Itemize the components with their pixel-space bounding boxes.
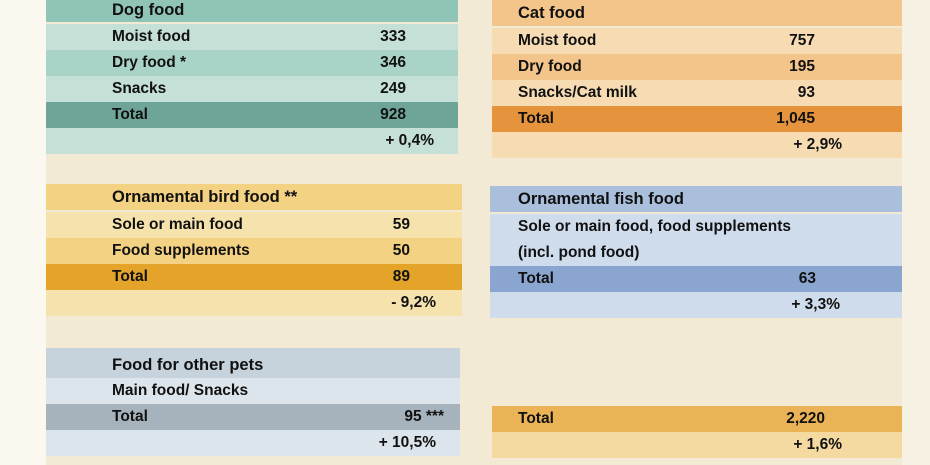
row-value: 346 xyxy=(380,54,406,71)
row-label: Main food/ Snacks xyxy=(112,382,249,399)
row-value: 249 xyxy=(380,80,406,97)
row-value: 757 xyxy=(789,32,815,49)
total-label: Total xyxy=(112,268,148,285)
row-label: Dry food * xyxy=(112,54,187,71)
bird-food-title: Ornamental bird food ** xyxy=(112,188,298,206)
row-label: Moist food xyxy=(518,32,597,49)
cat-food-title: Cat food xyxy=(518,4,585,22)
other-pets-title: Food for other pets xyxy=(112,356,264,374)
table-row: Snacks 249 xyxy=(46,76,458,102)
row-label: Dry food xyxy=(518,58,582,75)
total-row: Total 63 xyxy=(490,266,902,292)
row-label: Moist food xyxy=(112,28,191,45)
total-label: Total xyxy=(112,106,148,123)
total-value: 2,220 xyxy=(786,410,825,427)
change-value: + 2,9% xyxy=(793,136,842,153)
table-row: Dry food * 346 xyxy=(46,50,458,76)
change-value: + 1,6% xyxy=(793,436,842,453)
change-row: - 9,2% xyxy=(46,290,462,316)
total-row: Total 89 xyxy=(46,264,462,290)
grand-total-block: Total 2,220 + 1,6% xyxy=(492,406,902,458)
total-label: Total xyxy=(518,410,554,427)
bird-food-block: Ornamental bird food ** Sole or main foo… xyxy=(46,184,462,316)
change-row: + 10,5% xyxy=(46,430,460,456)
total-value: 89 xyxy=(392,268,410,285)
table-row: Main food/ Snacks xyxy=(46,378,460,404)
table-row: Moist food 757 xyxy=(492,28,902,54)
row-value: 195 xyxy=(789,58,815,75)
page-right-margin xyxy=(902,0,930,465)
row-label: Snacks/Cat milk xyxy=(518,84,637,101)
change-row: + 1,6% xyxy=(492,432,902,458)
total-row: Total 928 xyxy=(46,102,458,128)
total-row: Total 1,045 xyxy=(492,106,902,132)
row-label: Food supplements xyxy=(112,242,250,259)
change-value: + 0,4% xyxy=(385,132,434,149)
change-value: - 9,2% xyxy=(391,294,436,311)
row-value: 59 xyxy=(392,216,410,233)
table-row: Moist food 333 xyxy=(46,24,458,50)
cat-food-block: Cat food Moist food 757 Dry food 195 Sna… xyxy=(492,0,902,158)
row-value: 333 xyxy=(380,28,406,45)
row-label: (incl. pond food) xyxy=(518,244,640,261)
total-row: Total 95 *** xyxy=(46,404,460,430)
change-row: + 2,9% xyxy=(492,132,902,158)
table-row: Food supplements 50 xyxy=(46,238,462,264)
total-value: 928 xyxy=(380,106,406,123)
dog-food-block: Dog food Moist food 333 Dry food * 346 S… xyxy=(46,0,458,154)
total-label: Total xyxy=(518,110,554,127)
change-value: + 10,5% xyxy=(378,434,436,451)
grand-total-row: Total 2,220 xyxy=(492,406,902,432)
other-pets-block: Food for other pets Main food/ Snacks To… xyxy=(46,348,460,456)
cat-food-header: Cat food xyxy=(492,0,902,26)
table-row: Sole or main food 59 xyxy=(46,212,462,238)
row-label: Sole or main food, food supplements xyxy=(518,218,791,235)
fish-food-header: Ornamental fish food xyxy=(490,186,902,212)
total-value: 95 *** xyxy=(404,408,444,425)
other-pets-header: Food for other pets xyxy=(46,348,460,378)
total-label: Total xyxy=(518,270,554,287)
dog-food-header: Dog food xyxy=(46,0,458,22)
total-label: Total xyxy=(112,408,148,425)
total-value: 63 xyxy=(798,270,816,287)
page-left-margin xyxy=(0,0,46,465)
change-row: + 0,4% xyxy=(46,128,458,154)
row-label: Sole or main food xyxy=(112,216,243,233)
row-label: Snacks xyxy=(112,80,167,97)
row-value: 50 xyxy=(392,242,410,259)
change-row: + 3,3% xyxy=(490,292,902,318)
total-value: 1,045 xyxy=(776,110,815,127)
dog-food-title: Dog food xyxy=(112,1,185,19)
table-row: Dry food 195 xyxy=(492,54,902,80)
bird-food-header: Ornamental bird food ** xyxy=(46,184,462,210)
row-value: 93 xyxy=(797,84,815,101)
fish-food-block: Ornamental fish food Sole or main food, … xyxy=(490,186,902,318)
table-row: Sole or main food, food supplements xyxy=(490,214,902,240)
table-row: Snacks/Cat milk 93 xyxy=(492,80,902,106)
fish-food-title: Ornamental fish food xyxy=(518,190,684,208)
change-value: + 3,3% xyxy=(791,296,840,313)
table-row: (incl. pond food) xyxy=(490,240,902,266)
